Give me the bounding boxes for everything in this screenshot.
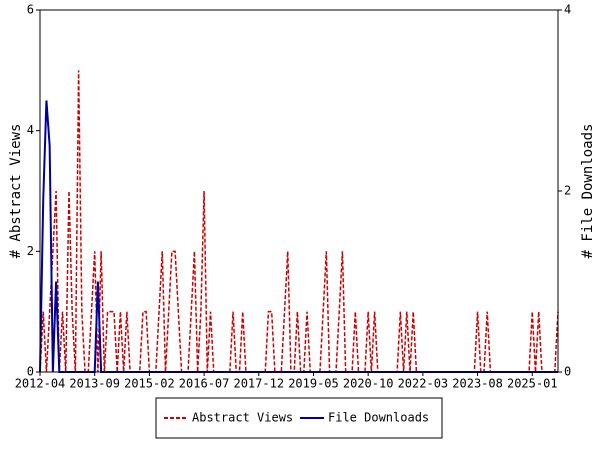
legend-box — [155, 397, 443, 439]
y2-tick-label: 4 — [564, 3, 571, 17]
x-tick-label: 2020-10 — [343, 377, 394, 391]
y-tick-label: 0 — [27, 365, 34, 379]
y2-tick-label: 2 — [564, 184, 571, 198]
plot-frame — [39, 9, 559, 373]
x-tick-label: 2015-02 — [124, 377, 175, 391]
x-tick-label: 2023-08 — [452, 377, 503, 391]
x-tick-label: 2016-07 — [179, 377, 230, 391]
x-tick-label: 2019-05 — [288, 377, 339, 391]
series-line — [39, 100, 558, 373]
x-tick-label: 2013-09 — [69, 377, 120, 391]
y2-tick-label: 0 — [564, 365, 571, 379]
x-tick-label: 2025-01 — [507, 377, 558, 391]
y2-axis-label: # File Downloads — [580, 124, 596, 259]
series-line — [39, 70, 559, 373]
x-tick-label: 2022-03 — [398, 377, 449, 391]
y-tick-label: 2 — [27, 244, 34, 258]
y-tick-label: 4 — [27, 123, 34, 137]
y-axis-label: # Abstract Views — [8, 124, 24, 259]
legend-label: File Downloads — [328, 411, 429, 425]
x-tick-label: 2012-04 — [15, 377, 66, 391]
legend-label: Abstract Views — [192, 411, 293, 425]
x-tick-label: 2017-12 — [233, 377, 284, 391]
y-tick-label: 6 — [27, 3, 34, 17]
